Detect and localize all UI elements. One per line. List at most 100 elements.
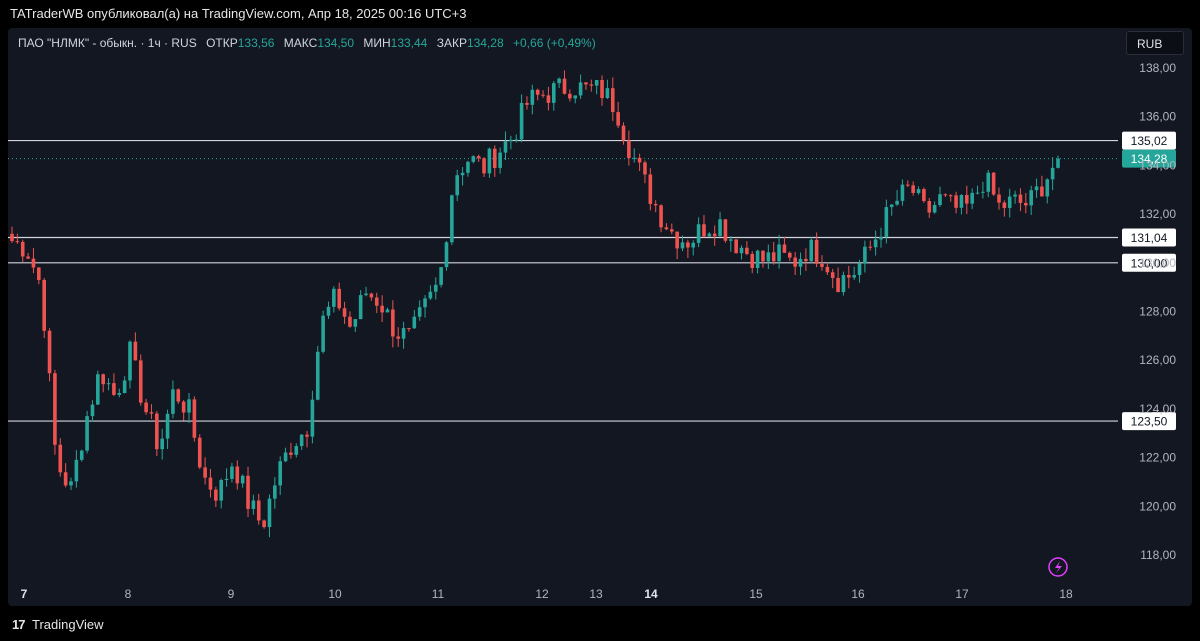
candle xyxy=(256,493,261,525)
currency-selector[interactable]: RUB xyxy=(1126,31,1184,55)
candle xyxy=(627,130,631,166)
candle xyxy=(691,240,696,256)
candle xyxy=(728,236,733,252)
x-tick-label: 18 xyxy=(1059,587,1073,601)
candle xyxy=(69,477,73,490)
footer: 17 TradingView xyxy=(0,606,1200,641)
candle xyxy=(31,248,36,274)
candle xyxy=(492,145,497,177)
candle xyxy=(600,75,604,106)
candle xyxy=(868,240,873,251)
candle xyxy=(1050,157,1055,191)
x-tick-label: 9 xyxy=(228,587,235,601)
candle xyxy=(879,227,883,248)
candle xyxy=(970,188,974,210)
candle xyxy=(1013,190,1017,204)
candle xyxy=(568,89,572,102)
candle xyxy=(895,189,899,206)
candle xyxy=(96,370,100,405)
candle xyxy=(653,200,658,213)
candle xyxy=(299,434,304,450)
candle xyxy=(664,223,669,231)
candle xyxy=(326,301,331,320)
publish-info: TATraderWB опубликовал(а) на TradingView… xyxy=(0,0,1200,28)
candle xyxy=(423,295,427,318)
candle xyxy=(278,456,283,495)
candle xyxy=(798,252,803,276)
candle xyxy=(659,204,663,233)
last-price-tag xyxy=(1122,149,1176,168)
candle xyxy=(433,277,438,300)
candle xyxy=(938,186,942,207)
candle xyxy=(669,223,674,235)
x-tick-label: 16 xyxy=(851,587,865,601)
candle xyxy=(841,271,846,296)
candle xyxy=(825,262,830,275)
candle xyxy=(557,77,561,89)
candle xyxy=(369,292,374,301)
candle xyxy=(734,239,738,254)
candle xyxy=(203,457,207,485)
candle xyxy=(101,373,105,393)
lightning-icon[interactable] xyxy=(1048,557,1068,577)
candle xyxy=(401,321,406,349)
candles xyxy=(10,70,1060,538)
candle xyxy=(793,252,797,276)
candle xyxy=(305,430,309,448)
candle xyxy=(138,354,143,406)
candle xyxy=(122,376,127,394)
last-price-label: 134,28 xyxy=(1131,152,1168,166)
candle xyxy=(160,428,164,460)
candle xyxy=(514,134,519,143)
candle xyxy=(187,392,191,424)
candle xyxy=(932,201,937,214)
candle xyxy=(90,400,95,422)
candle xyxy=(1029,185,1033,215)
candle xyxy=(251,494,256,515)
y-tick-label: 126,00 xyxy=(1139,353,1176,367)
candle xyxy=(530,84,535,115)
candle xyxy=(155,411,159,457)
candle xyxy=(916,186,921,195)
candlestick-chart[interactable]: 135,02 131,04 130,00 123,50 134,28 118,00 120… xyxy=(8,28,1192,606)
candle xyxy=(85,410,89,454)
level-label-bg xyxy=(1122,228,1176,247)
low-label: МИН xyxy=(363,36,391,50)
candle xyxy=(315,345,320,401)
candle xyxy=(117,388,122,398)
tradingview-logo-icon[interactable]: 17 xyxy=(12,617,26,632)
candle xyxy=(1056,155,1060,169)
candle xyxy=(246,466,250,518)
y-tick-label: 134,00 xyxy=(1139,158,1176,172)
candle xyxy=(181,400,186,421)
candle xyxy=(273,477,277,509)
candle xyxy=(79,449,84,462)
close-value: 134,28 xyxy=(466,36,504,50)
candle xyxy=(632,148,637,163)
candle xyxy=(348,311,352,328)
candle xyxy=(1018,188,1023,212)
tradingview-brand[interactable]: TradingView xyxy=(32,617,104,632)
candle xyxy=(954,191,958,214)
candle xyxy=(889,204,894,216)
candle xyxy=(289,442,293,459)
y-tick-label: 128,00 xyxy=(1139,305,1176,319)
chart-panel[interactable]: 135,02 131,04 130,00 123,50 134,28 118,00 120… xyxy=(8,28,1192,606)
x-tick-label: 10 xyxy=(328,587,342,601)
candle xyxy=(750,251,755,274)
candle xyxy=(63,463,68,488)
candle xyxy=(283,447,288,463)
candle xyxy=(262,519,266,529)
candle xyxy=(230,462,234,483)
candle xyxy=(10,226,14,243)
level-label: 123,50 xyxy=(1131,415,1168,429)
candle xyxy=(106,378,111,391)
candle xyxy=(509,135,513,150)
candle xyxy=(943,193,948,198)
y-tick-label: 118,00 xyxy=(1140,548,1176,562)
y-tick-label: 130,00 xyxy=(1139,256,1176,270)
candle xyxy=(525,96,529,110)
candle xyxy=(37,267,41,285)
x-tick-label: 11 xyxy=(432,587,445,601)
candle xyxy=(959,194,964,215)
